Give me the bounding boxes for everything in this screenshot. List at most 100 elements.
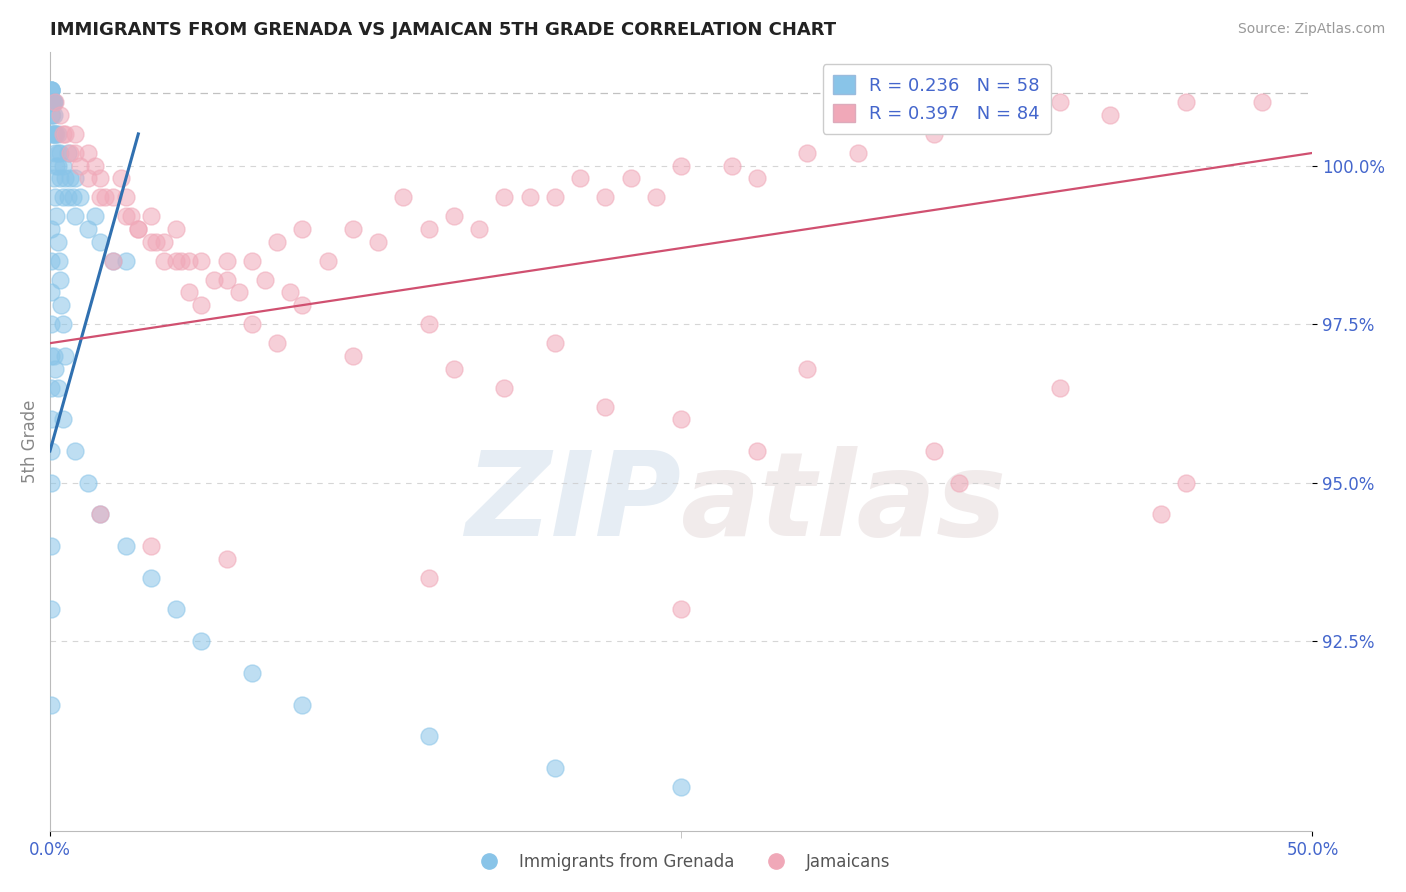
Text: Source: ZipAtlas.com: Source: ZipAtlas.com — [1237, 22, 1385, 37]
Point — [796, 361, 818, 376]
Point — [165, 602, 187, 616]
Point — [51, 298, 73, 312]
Point — [114, 253, 136, 268]
Point — [69, 190, 91, 204]
Point — [52, 190, 75, 204]
Point — [796, 145, 818, 160]
Point — [39, 95, 62, 110]
Point — [669, 412, 692, 426]
Point — [620, 171, 643, 186]
Point — [44, 127, 66, 141]
Point — [44, 361, 66, 376]
Point — [52, 412, 75, 426]
Point — [42, 108, 65, 122]
Point — [342, 349, 364, 363]
Point — [114, 210, 136, 224]
Point — [49, 108, 72, 122]
Point — [42, 171, 65, 186]
Point — [595, 190, 617, 204]
Point — [544, 761, 567, 775]
Point — [39, 285, 62, 300]
Point — [63, 210, 86, 224]
Point — [177, 253, 200, 268]
Point — [39, 82, 62, 96]
Point — [89, 508, 111, 522]
Point — [418, 222, 440, 236]
Point — [190, 253, 212, 268]
Point — [49, 171, 72, 186]
Point — [291, 698, 314, 712]
Point — [89, 171, 111, 186]
Point — [266, 336, 288, 351]
Legend: Immigrants from Grenada, Jamaicans: Immigrants from Grenada, Jamaicans — [465, 847, 897, 878]
Point — [39, 602, 62, 616]
Point — [1099, 108, 1122, 122]
Point — [745, 171, 768, 186]
Point — [139, 210, 162, 224]
Point — [228, 285, 250, 300]
Point — [76, 145, 98, 160]
Point — [569, 171, 592, 186]
Text: ZIP: ZIP — [465, 446, 681, 561]
Point — [59, 171, 82, 186]
Point — [56, 190, 79, 204]
Point — [63, 171, 86, 186]
Point — [39, 222, 62, 236]
Point — [41, 108, 63, 122]
Point — [669, 780, 692, 794]
Point — [62, 190, 84, 204]
Point — [39, 349, 62, 363]
Point — [89, 235, 111, 249]
Point — [139, 571, 162, 585]
Point — [278, 285, 301, 300]
Point — [46, 145, 69, 160]
Point — [1150, 508, 1173, 522]
Point — [76, 475, 98, 490]
Point — [291, 298, 314, 312]
Point — [53, 127, 76, 141]
Point — [69, 159, 91, 173]
Point — [291, 222, 314, 236]
Point — [240, 317, 263, 331]
Point — [595, 400, 617, 414]
Point — [39, 317, 62, 331]
Point — [42, 95, 65, 110]
Point — [39, 444, 62, 458]
Point — [443, 361, 465, 376]
Point — [39, 82, 62, 96]
Point — [101, 190, 124, 204]
Point — [139, 539, 162, 553]
Point — [63, 145, 86, 160]
Point — [418, 571, 440, 585]
Point — [948, 475, 970, 490]
Point — [544, 190, 567, 204]
Point — [190, 298, 212, 312]
Point — [56, 145, 79, 160]
Point — [494, 190, 516, 204]
Point — [922, 444, 945, 458]
Point — [101, 253, 124, 268]
Point — [45, 127, 67, 141]
Point — [443, 210, 465, 224]
Point — [89, 508, 111, 522]
Point — [240, 665, 263, 680]
Point — [120, 210, 142, 224]
Point — [114, 190, 136, 204]
Point — [42, 95, 65, 110]
Point — [48, 253, 70, 268]
Point — [44, 190, 66, 204]
Point — [720, 159, 742, 173]
Point — [202, 273, 225, 287]
Point — [1175, 95, 1198, 110]
Point — [46, 159, 69, 173]
Point — [190, 634, 212, 648]
Point — [41, 127, 63, 141]
Point — [39, 475, 62, 490]
Point — [101, 253, 124, 268]
Point — [94, 190, 117, 204]
Point — [1049, 380, 1071, 394]
Point — [45, 210, 67, 224]
Point — [418, 317, 440, 331]
Point — [53, 171, 76, 186]
Point — [170, 253, 193, 268]
